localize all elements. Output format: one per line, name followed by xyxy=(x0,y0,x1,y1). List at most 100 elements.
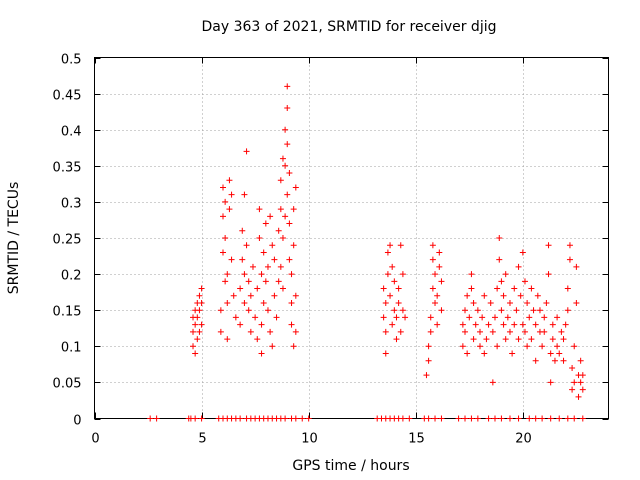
data-point xyxy=(382,328,389,335)
data-point xyxy=(269,242,276,249)
data-point xyxy=(190,328,197,335)
data-point xyxy=(279,235,286,241)
data-point xyxy=(466,314,473,321)
data-point xyxy=(239,256,246,263)
zero-data-point xyxy=(564,415,571,422)
data-point xyxy=(264,307,271,314)
data-point xyxy=(577,357,584,364)
data-point xyxy=(483,336,490,343)
data-point xyxy=(254,285,261,292)
data-point xyxy=(290,343,297,350)
y-tick-label: 0.2 xyxy=(61,269,82,284)
data-point xyxy=(481,350,488,357)
data-point xyxy=(579,372,586,379)
data-point xyxy=(547,350,554,357)
data-point xyxy=(556,350,563,357)
y-tick-label: 0.05 xyxy=(53,377,82,392)
data-point xyxy=(464,292,471,299)
zero-data-point xyxy=(462,415,469,422)
data-point xyxy=(521,328,528,335)
data-point xyxy=(387,242,394,249)
data-point xyxy=(519,249,526,256)
data-point xyxy=(551,357,558,364)
data-point xyxy=(258,321,265,328)
data-point xyxy=(564,307,571,314)
data-point xyxy=(402,314,409,321)
data-point xyxy=(549,336,556,343)
data-point xyxy=(549,321,556,328)
data-point xyxy=(562,321,569,328)
data-point xyxy=(498,278,505,285)
data-point xyxy=(524,343,531,350)
data-point xyxy=(528,285,535,292)
data-point xyxy=(539,343,546,350)
data-point xyxy=(489,328,496,335)
data-point xyxy=(459,343,466,350)
data-point xyxy=(282,126,289,133)
data-point xyxy=(222,278,229,285)
data-point xyxy=(554,314,561,321)
data-point xyxy=(530,307,537,314)
data-point xyxy=(192,321,199,328)
data-point xyxy=(196,328,203,335)
data-point xyxy=(560,357,567,364)
data-point xyxy=(284,191,291,198)
zero-data-point xyxy=(474,415,481,422)
data-point xyxy=(494,343,501,350)
data-point xyxy=(429,285,436,292)
data-point xyxy=(393,336,400,343)
data-point xyxy=(498,307,505,314)
data-point xyxy=(279,155,286,162)
y-axis-label: SRMTID / TECUs xyxy=(6,182,22,295)
data-point xyxy=(509,350,516,357)
data-point xyxy=(515,263,522,270)
data-point xyxy=(399,271,406,278)
data-point xyxy=(252,314,259,321)
data-point xyxy=(198,285,205,292)
data-point xyxy=(284,83,291,90)
data-point xyxy=(536,307,543,314)
y-tick-label: 0.4 xyxy=(61,125,82,140)
zero-data-point xyxy=(305,415,312,422)
grid-lines xyxy=(94,57,609,419)
data-point xyxy=(494,285,501,292)
x-tick-labels: 0 5 10 15 20 xyxy=(91,432,531,447)
data-point xyxy=(474,307,481,314)
data-point xyxy=(571,343,578,350)
data-point xyxy=(491,314,498,321)
data-point xyxy=(479,314,486,321)
data-point xyxy=(481,292,488,299)
data-point xyxy=(425,343,432,350)
y-tick-label: 0.45 xyxy=(53,89,82,104)
data-point xyxy=(239,227,246,234)
data-point xyxy=(541,314,548,321)
data-point xyxy=(579,386,586,393)
zero-data-point xyxy=(432,415,439,422)
y-tick-label: 0.5 xyxy=(61,53,82,68)
data-point xyxy=(459,321,466,328)
data-point xyxy=(198,321,205,328)
x-axis-label: GPS time / hours xyxy=(292,458,409,474)
data-point xyxy=(541,328,548,335)
data-point xyxy=(190,343,197,350)
zero-data-point xyxy=(153,415,160,422)
data-point xyxy=(528,336,535,343)
data-point xyxy=(243,148,250,155)
data-point xyxy=(502,271,509,278)
data-point xyxy=(564,285,571,292)
data-point xyxy=(387,292,394,299)
data-point xyxy=(436,249,443,256)
data-point xyxy=(232,314,239,321)
data-point xyxy=(286,256,293,263)
zero-data-point xyxy=(468,415,475,422)
zero-data-point xyxy=(292,415,299,422)
data-point xyxy=(380,314,387,321)
zero-data-point xyxy=(579,415,586,422)
x-tick-label: 5 xyxy=(198,432,206,447)
zero-data-point xyxy=(438,415,445,422)
data-point xyxy=(245,278,252,285)
data-point xyxy=(427,328,434,335)
data-point xyxy=(226,177,233,184)
data-point xyxy=(217,307,224,314)
data-point xyxy=(558,328,565,335)
